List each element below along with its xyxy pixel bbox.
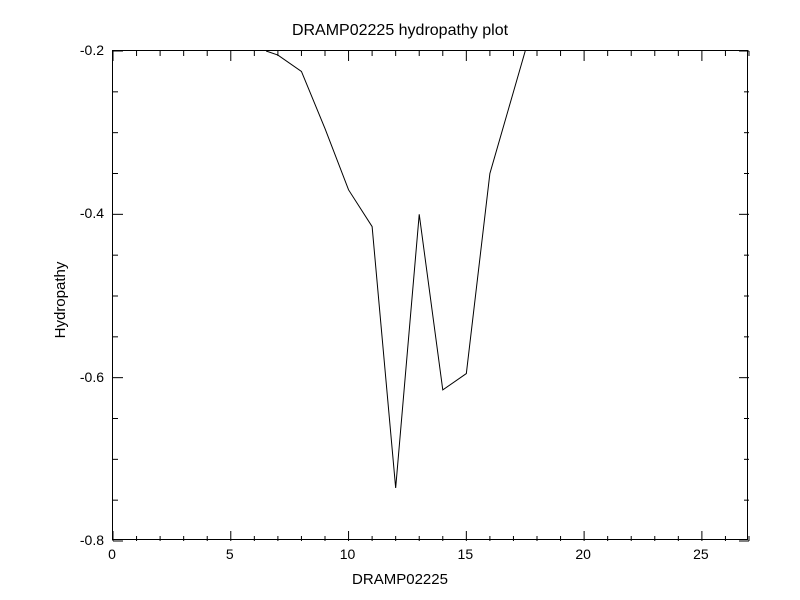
plot-area <box>112 50 748 540</box>
line-group <box>266 51 525 488</box>
y-tick-label: -0.8 <box>80 532 104 548</box>
ticks-group <box>113 51 749 541</box>
chart-title: DRAMP02225 hydropathy plot <box>292 22 508 40</box>
x-axis-label: DRAMP02225 <box>352 571 448 588</box>
chart-container: DRAMP02225 hydropathy plot DRAMP02225 Hy… <box>0 0 800 600</box>
x-tick-label: 20 <box>575 546 591 562</box>
x-tick-label: 25 <box>693 546 709 562</box>
x-tick-label: 10 <box>340 546 356 562</box>
x-tick-label: 0 <box>108 546 116 562</box>
x-tick-label: 15 <box>458 546 474 562</box>
y-tick-label: -0.4 <box>80 205 104 221</box>
y-axis-label: Hydropathy <box>52 262 69 339</box>
plot-svg <box>113 51 747 539</box>
x-tick-label: 5 <box>226 546 234 562</box>
y-tick-label: -0.6 <box>80 369 104 385</box>
y-tick-label: -0.2 <box>80 42 104 58</box>
